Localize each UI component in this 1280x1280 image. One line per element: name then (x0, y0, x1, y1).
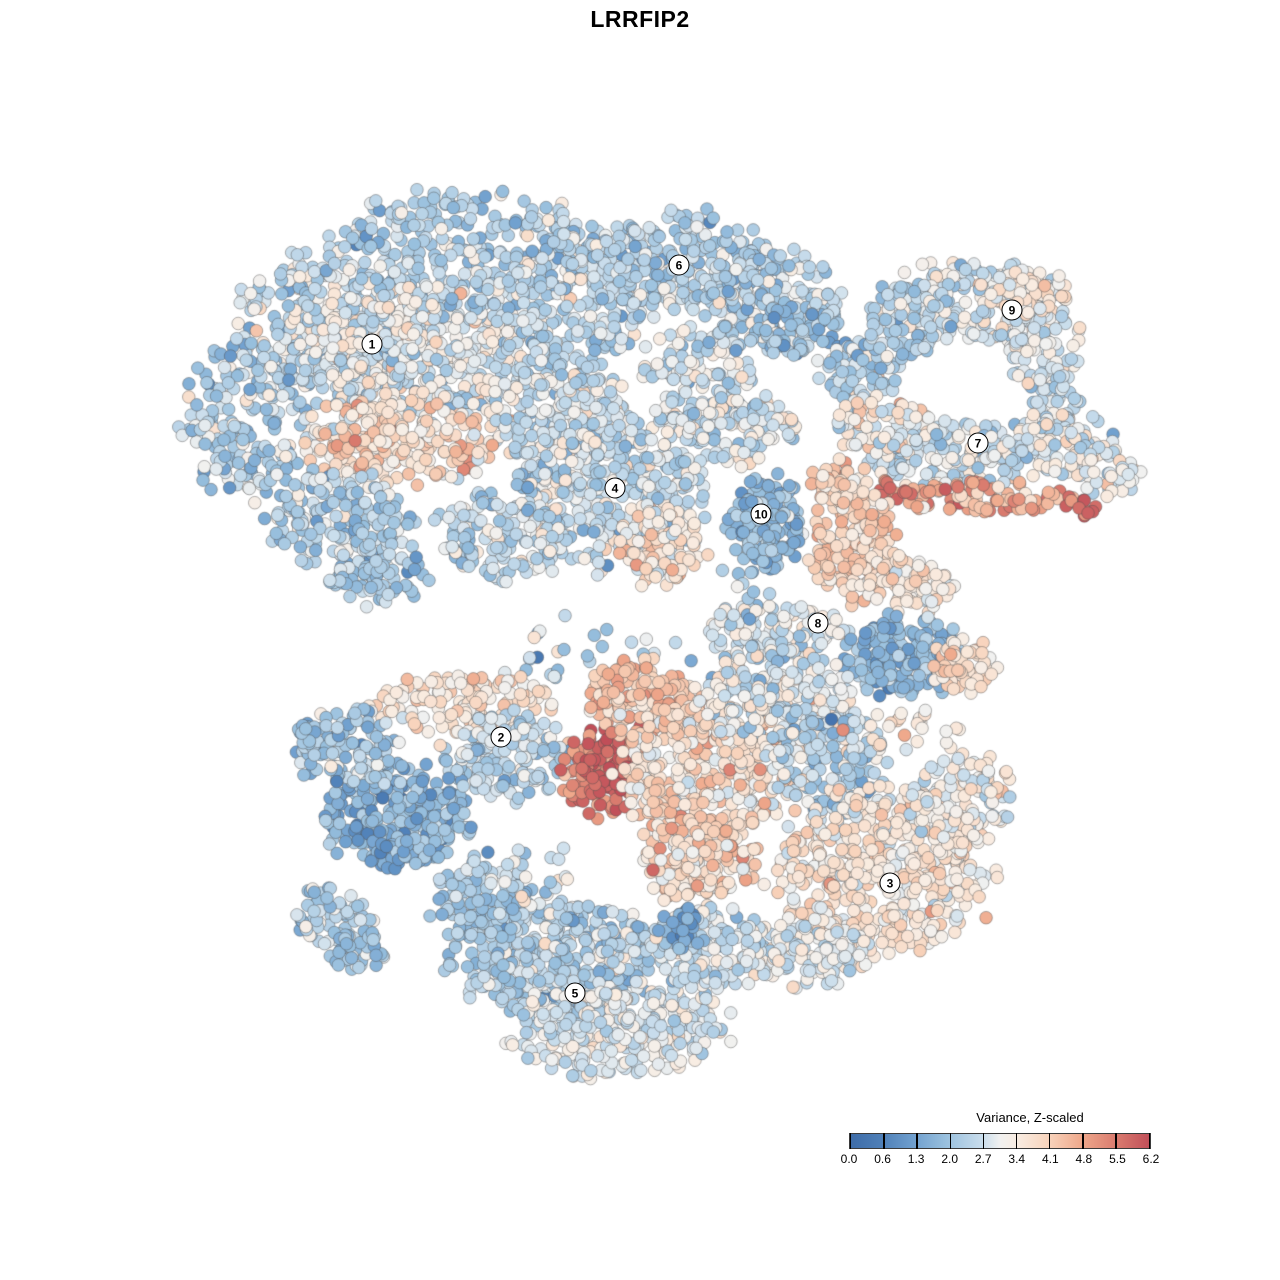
cluster-label-8: 8 (807, 612, 829, 634)
cluster-label-3: 3 (879, 872, 901, 894)
cluster-label-7: 7 (967, 432, 989, 454)
cluster-label-5: 5 (564, 982, 586, 1004)
cluster-label-4: 4 (604, 477, 626, 499)
cluster-label-6: 6 (668, 254, 690, 276)
cluster-label-9: 9 (1001, 299, 1023, 321)
cluster-label-1: 1 (361, 333, 383, 355)
cluster-label-2: 2 (490, 726, 512, 748)
cluster-label-10: 10 (750, 503, 772, 525)
